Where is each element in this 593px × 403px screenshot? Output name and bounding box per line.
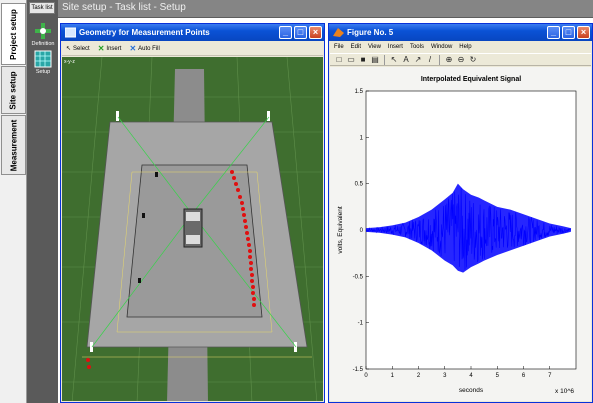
y-tick-label: 0 <box>360 228 364 234</box>
maximize-button[interactable]: □ <box>294 26 307 39</box>
x-axis-label: seconds <box>459 387 484 394</box>
vertical-tab-strip: Project setup Site setup Measurement <box>0 0 27 403</box>
setup-tool[interactable]: Setup <box>29 50 57 75</box>
zoom-out-icon[interactable]: ⊖ <box>457 54 465 64</box>
task-list-tab[interactable]: Task list <box>29 2 55 14</box>
figure-menubar: File Edit View Insert Tools Window Help <box>330 42 591 52</box>
coordinate-axes-label: x-y-z <box>64 59 75 65</box>
geometry-window-title: Geometry for Measurement Points <box>79 28 210 37</box>
x-tick-label: 3 <box>443 373 447 379</box>
site-geometry-scene <box>62 57 323 401</box>
select-button[interactable]: ↖ Select <box>66 45 90 53</box>
definition-label: Definition <box>31 41 55 47</box>
text-icon[interactable]: A <box>403 54 409 64</box>
y-tick-label: 1.5 <box>355 89 364 95</box>
microphone-lines <box>91 116 297 348</box>
definition-tool[interactable]: Definition <box>29 22 57 47</box>
arrow-line-icon[interactable]: ↗ <box>414 54 422 64</box>
geometry-window: Geometry for Measurement Points _ □ × ↖ S… <box>60 23 325 403</box>
rotate-icon[interactable]: ↻ <box>469 54 477 64</box>
insert-button[interactable]: ✕ Insert <box>98 44 122 53</box>
lane-markings <box>82 171 312 358</box>
minimize-button[interactable]: _ <box>279 26 292 39</box>
x-axis-multiplier: x 10^6 <box>555 388 574 395</box>
signal-line <box>365 187 572 270</box>
toolbar-separator-2 <box>439 54 440 65</box>
select-arrow-icon: ↖ <box>66 46 72 52</box>
x-tick-label: 1 <box>391 373 395 379</box>
auto-fill-label: Auto Fill <box>138 45 160 52</box>
signal-envelope <box>366 183 571 273</box>
microphone-poles <box>90 111 297 352</box>
figure-toolbar: □ ▭ ■ ▤ ↖ A ↗ / ⊕ ⊖ ↻ <box>330 53 591 66</box>
menu-window[interactable]: Window <box>430 44 453 50</box>
y-tick-label: -1 <box>358 321 364 327</box>
geometry-toolbar: ↖ Select ✕ Insert ✕ Auto Fill <box>62 42 323 56</box>
x-tick-label: 7 <box>548 373 552 379</box>
tab-label-site-setup: Site setup <box>9 70 19 110</box>
menu-file[interactable]: File <box>334 44 344 50</box>
x-tick-label: 2 <box>417 373 421 379</box>
signal-chart: Interpolated Equivalent Signal 1.510.50-… <box>337 76 577 395</box>
y-tick-label: 0.5 <box>355 182 364 188</box>
auto-fill-x-icon: ✕ <box>129 44 137 53</box>
geometry-titlebar[interactable]: Geometry for Measurement Points _ □ × <box>61 24 324 41</box>
x-tick-label: 0 <box>364 373 368 379</box>
matlab-icon <box>333 28 344 37</box>
tab-site-setup[interactable]: Site setup <box>1 66 26 114</box>
chart-title: Interpolated Equivalent Signal <box>421 76 521 83</box>
toolbar-separator <box>384 54 385 65</box>
line-icon[interactable]: / <box>428 54 432 64</box>
select-label: Select <box>73 45 90 52</box>
y-axis-label: volts, Equivalent <box>337 206 344 254</box>
insert-x-icon: ✕ <box>97 44 105 53</box>
x-tick-label: 4 <box>469 373 473 379</box>
plot-area: Interpolated Equivalent Signal 1.5 1 0.5 0-… <box>330 67 591 401</box>
insert-label: Insert <box>106 45 122 52</box>
tab-label-project-setup: Project setup <box>9 8 18 60</box>
tab-label-measurement: Measurement <box>9 119 19 171</box>
figure-titlebar[interactable]: Figure No. 5 _ □ × <box>329 24 592 41</box>
figure-maximize-button[interactable]: □ <box>562 26 575 39</box>
y-tick-label: -1.5 <box>353 367 364 373</box>
figure-close-button[interactable]: × <box>577 26 590 39</box>
print-icon[interactable]: ▤ <box>371 54 379 64</box>
arrow-icon[interactable]: ↖ <box>390 54 398 64</box>
figure-window-title: Figure No. 5 <box>347 28 394 37</box>
window-icon <box>65 27 76 38</box>
vehicle <box>183 208 203 248</box>
figure-window: Figure No. 5 _ □ × File Edit View Insert… <box>328 23 593 403</box>
page-title: Site setup - Task list - Setup <box>62 2 186 13</box>
3d-viewport[interactable]: x-y-z <box>62 57 323 401</box>
measurement-points <box>86 170 256 369</box>
menu-tools[interactable]: Tools <box>409 44 424 50</box>
figure-minimize-button[interactable]: _ <box>547 26 560 39</box>
tab-project-setup[interactable]: Project setup <box>1 3 26 65</box>
x-tick-label: 5 <box>496 373 500 379</box>
new-icon[interactable]: □ <box>336 54 342 64</box>
y-tick-label: 1 <box>360 135 364 141</box>
menu-help[interactable]: Help <box>459 44 472 50</box>
menu-view[interactable]: View <box>368 44 381 50</box>
menu-insert[interactable]: Insert <box>387 44 403 50</box>
save-icon[interactable]: ■ <box>360 54 366 64</box>
grid-setup-icon <box>34 50 52 68</box>
page-header: Site setup - Task list - Setup <box>58 0 593 18</box>
tab-measurement[interactable]: Measurement <box>1 115 26 175</box>
crosshair-icon <box>34 22 52 40</box>
zoom-in-icon[interactable]: ⊕ <box>445 54 453 64</box>
setup-label: Setup <box>35 69 51 75</box>
open-icon[interactable]: ▭ <box>347 54 355 64</box>
y-tick-label: -0.5 <box>353 274 364 280</box>
reference-markers <box>138 172 158 283</box>
auto-fill-button[interactable]: ✕ Auto Fill <box>129 44 159 53</box>
close-button[interactable]: × <box>309 26 322 39</box>
menu-edit[interactable]: Edit <box>350 44 362 50</box>
x-tick-label: 6 <box>522 373 526 379</box>
